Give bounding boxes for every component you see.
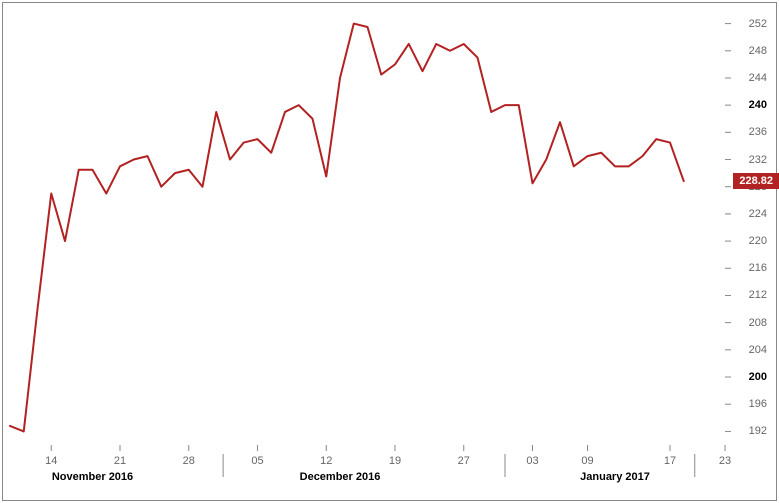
y-tick-label: 240 xyxy=(749,99,767,111)
y-tick-label: 212 xyxy=(749,289,767,301)
y-tick-label: 224 xyxy=(749,208,767,220)
y-tick-label: 200 xyxy=(749,371,767,383)
x-day-label: 19 xyxy=(389,455,401,467)
y-tick-label: 204 xyxy=(749,344,767,356)
x-day-label: 17 xyxy=(664,455,676,467)
x-day-label: 27 xyxy=(458,455,470,467)
x-day-label: 12 xyxy=(320,455,332,467)
x-day-label: 14 xyxy=(45,455,57,467)
y-tick-label: 196 xyxy=(749,398,767,410)
x-month-label: January 2017 xyxy=(580,471,650,483)
x-day-label: 28 xyxy=(183,455,195,467)
y-tick-label: 220 xyxy=(749,235,767,247)
x-day-label: 09 xyxy=(581,455,593,467)
y-tick-label: 252 xyxy=(749,18,767,30)
x-month-label: November 2016 xyxy=(52,471,133,483)
current-value-badge: 228.82 xyxy=(733,173,779,189)
y-tick-label: 236 xyxy=(749,126,767,138)
x-month-label: December 2016 xyxy=(300,471,381,483)
y-tick-label: 192 xyxy=(749,425,767,437)
price-line-chart: 1921962002042082122162202242282322362402… xyxy=(0,0,779,503)
y-tick-label: 248 xyxy=(749,45,767,57)
y-tick-label: 216 xyxy=(749,262,767,274)
y-tick-label: 232 xyxy=(749,154,767,166)
x-day-label: 23 xyxy=(719,455,731,467)
x-day-label: 21 xyxy=(114,455,126,467)
x-day-label: 03 xyxy=(526,455,538,467)
y-tick-label: 244 xyxy=(749,72,767,84)
chart-svg xyxy=(0,0,779,503)
x-day-label: 05 xyxy=(251,455,263,467)
y-tick-label: 208 xyxy=(749,317,767,329)
